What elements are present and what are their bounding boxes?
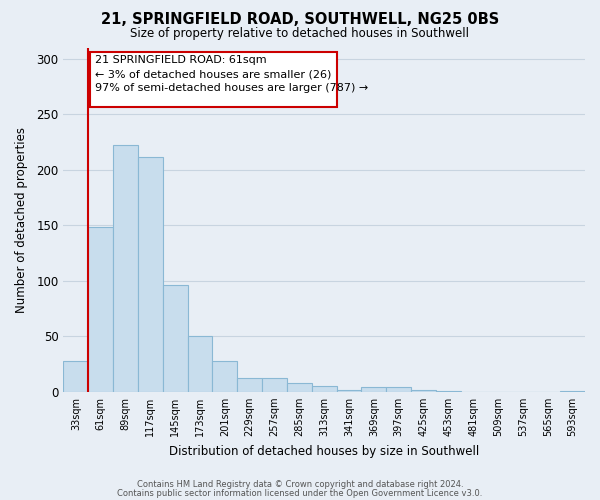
Bar (188, 336, 212, 392)
Y-axis label: Number of detached properties: Number of detached properties (15, 126, 28, 312)
Bar (212, 360, 237, 392)
Bar (337, 390, 361, 392)
Text: Contains HM Land Registry data © Crown copyright and database right 2024.: Contains HM Land Registry data © Crown c… (137, 480, 463, 489)
Bar (361, 388, 386, 392)
Bar (560, 390, 585, 392)
Text: 21 SPRINGFIELD ROAD: 61sqm
← 3% of detached houses are smaller (26)
97% of semi-: 21 SPRINGFIELD ROAD: 61sqm ← 3% of detac… (95, 56, 368, 94)
Bar (237, 378, 262, 392)
X-axis label: Distribution of detached houses by size in Southwell: Distribution of detached houses by size … (169, 444, 479, 458)
Bar (163, 285, 188, 392)
Text: Contains public sector information licensed under the Open Government Licence v3: Contains public sector information licen… (118, 488, 482, 498)
Bar (88, 228, 113, 392)
Bar (411, 390, 436, 392)
FancyBboxPatch shape (89, 52, 337, 108)
Bar (386, 388, 411, 392)
Bar (138, 158, 163, 392)
Bar (436, 390, 461, 392)
Text: 21, SPRINGFIELD ROAD, SOUTHWELL, NG25 0BS: 21, SPRINGFIELD ROAD, SOUTHWELL, NG25 0B… (101, 12, 499, 28)
Bar (312, 386, 337, 392)
Bar (262, 378, 287, 392)
Bar (64, 360, 88, 392)
Bar (113, 145, 138, 392)
Bar (287, 383, 312, 392)
Text: Size of property relative to detached houses in Southwell: Size of property relative to detached ho… (131, 28, 470, 40)
